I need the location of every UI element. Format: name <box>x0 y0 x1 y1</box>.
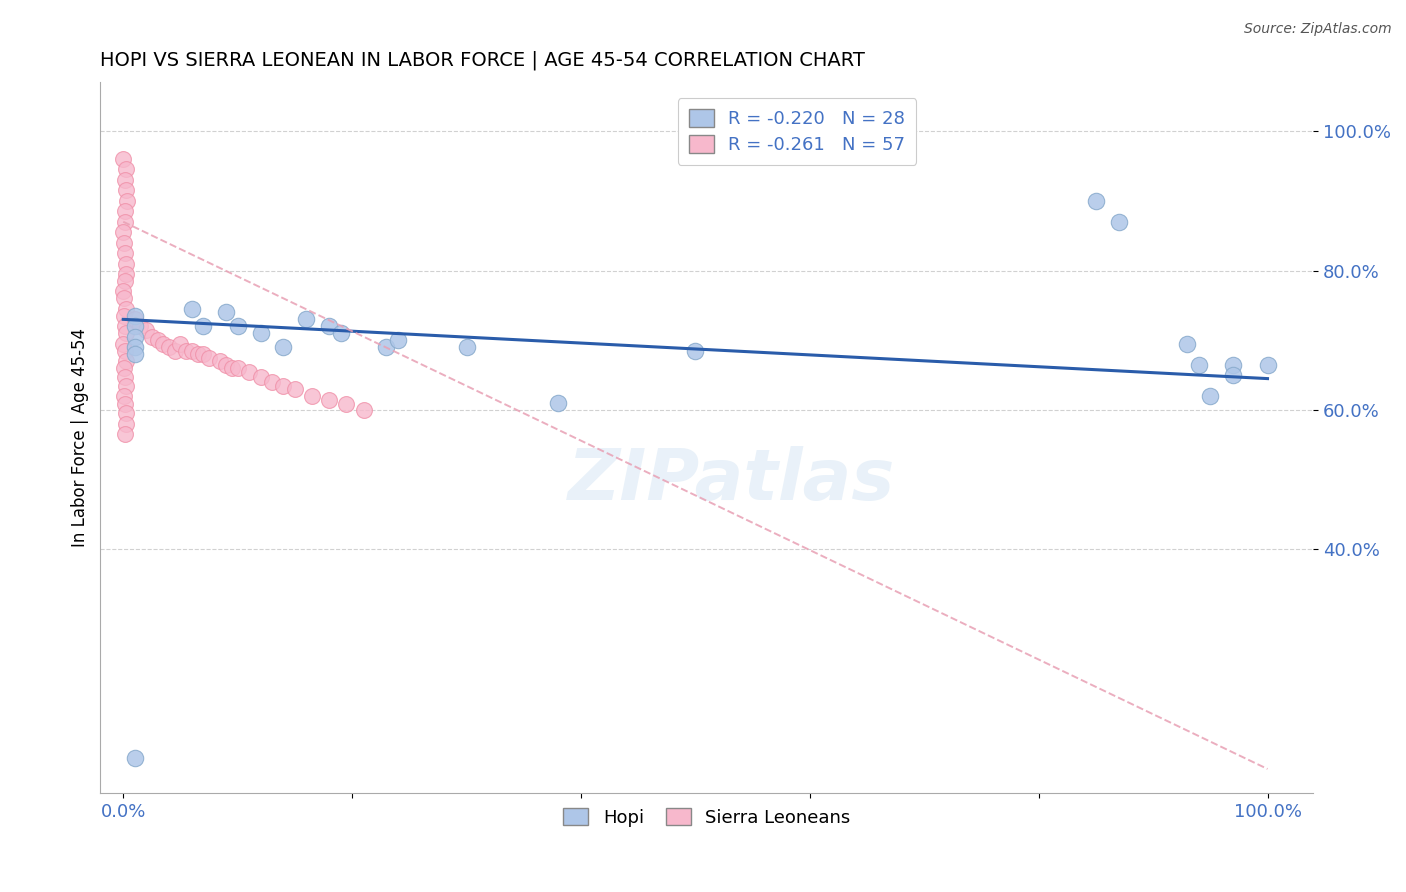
Point <box>387 333 409 347</box>
Point <box>112 389 135 403</box>
Point <box>1084 194 1107 208</box>
Text: ZIPatlas: ZIPatlas <box>568 446 894 515</box>
Point <box>112 235 135 250</box>
Point <box>329 326 352 341</box>
Point <box>1256 358 1278 372</box>
Point <box>115 326 138 341</box>
Point <box>135 323 157 337</box>
Point <box>353 403 375 417</box>
Text: HOPI VS SIERRA LEONEAN IN LABOR FORCE | AGE 45-54 CORRELATION CHART: HOPI VS SIERRA LEONEAN IN LABOR FORCE | … <box>100 51 865 70</box>
Point <box>1222 368 1244 383</box>
Point <box>114 215 136 229</box>
Point <box>187 347 209 361</box>
Point <box>141 330 163 344</box>
Point <box>114 369 136 384</box>
Point <box>124 319 146 334</box>
Point <box>295 312 318 326</box>
Point <box>124 751 146 765</box>
Point <box>115 194 138 208</box>
Point <box>1177 336 1199 351</box>
Point <box>249 326 271 341</box>
Point <box>169 336 191 351</box>
Point <box>163 343 186 358</box>
Point <box>1199 389 1222 403</box>
Point <box>114 407 136 421</box>
Point <box>112 292 135 306</box>
Point <box>114 173 136 187</box>
Point <box>114 417 136 431</box>
Point <box>146 333 169 347</box>
Point <box>284 382 307 396</box>
Point <box>685 343 707 358</box>
Point <box>193 347 215 361</box>
Point <box>456 340 478 354</box>
Point <box>1222 358 1244 372</box>
Point <box>115 267 138 281</box>
Point <box>114 397 136 411</box>
Point <box>226 319 249 334</box>
Point <box>547 396 569 410</box>
Point <box>1108 215 1130 229</box>
Point <box>157 340 180 354</box>
Point <box>124 312 146 326</box>
Point <box>1188 358 1211 372</box>
Point <box>215 305 238 319</box>
Point <box>249 369 271 384</box>
Point <box>114 246 136 260</box>
Point <box>215 358 238 372</box>
Point <box>273 378 295 392</box>
Point <box>112 361 135 376</box>
Point <box>114 183 136 197</box>
Point <box>124 309 146 323</box>
Point <box>318 319 340 334</box>
Point <box>129 319 152 334</box>
Point <box>112 336 135 351</box>
Point <box>115 354 138 368</box>
Point <box>112 309 135 323</box>
Point <box>375 340 398 354</box>
Y-axis label: In Labor Force | Age 45-54: In Labor Force | Age 45-54 <box>72 328 89 548</box>
Point <box>209 354 232 368</box>
Point <box>115 378 138 392</box>
Point <box>193 319 215 334</box>
Point <box>114 256 136 270</box>
Point <box>112 285 135 299</box>
Point <box>335 397 357 411</box>
Point <box>238 365 260 379</box>
Point <box>124 330 146 344</box>
Point <box>115 301 138 316</box>
Point <box>114 274 136 288</box>
Point <box>226 361 249 376</box>
Point <box>273 340 295 354</box>
Point <box>114 427 136 442</box>
Point <box>112 152 135 166</box>
Point <box>174 343 197 358</box>
Point <box>114 319 136 334</box>
Point <box>301 389 323 403</box>
Point <box>112 225 135 239</box>
Point <box>198 351 221 365</box>
Point <box>152 336 174 351</box>
Point <box>124 347 146 361</box>
Point <box>124 340 146 354</box>
Text: Source: ZipAtlas.com: Source: ZipAtlas.com <box>1244 22 1392 37</box>
Point <box>180 301 202 316</box>
Legend: Hopi, Sierra Leoneans: Hopi, Sierra Leoneans <box>555 801 858 834</box>
Point <box>115 162 138 177</box>
Point <box>180 343 202 358</box>
Point <box>114 343 136 358</box>
Point <box>318 392 340 407</box>
Point <box>260 375 283 389</box>
Point <box>221 361 243 376</box>
Point <box>114 204 136 219</box>
